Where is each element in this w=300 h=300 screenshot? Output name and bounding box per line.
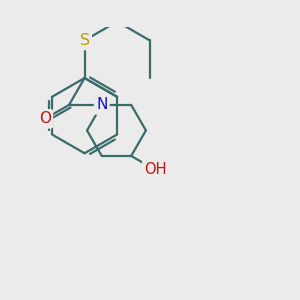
Text: N: N — [96, 98, 107, 112]
Text: O: O — [39, 111, 51, 126]
Text: S: S — [80, 33, 90, 48]
Text: OH: OH — [144, 161, 167, 176]
